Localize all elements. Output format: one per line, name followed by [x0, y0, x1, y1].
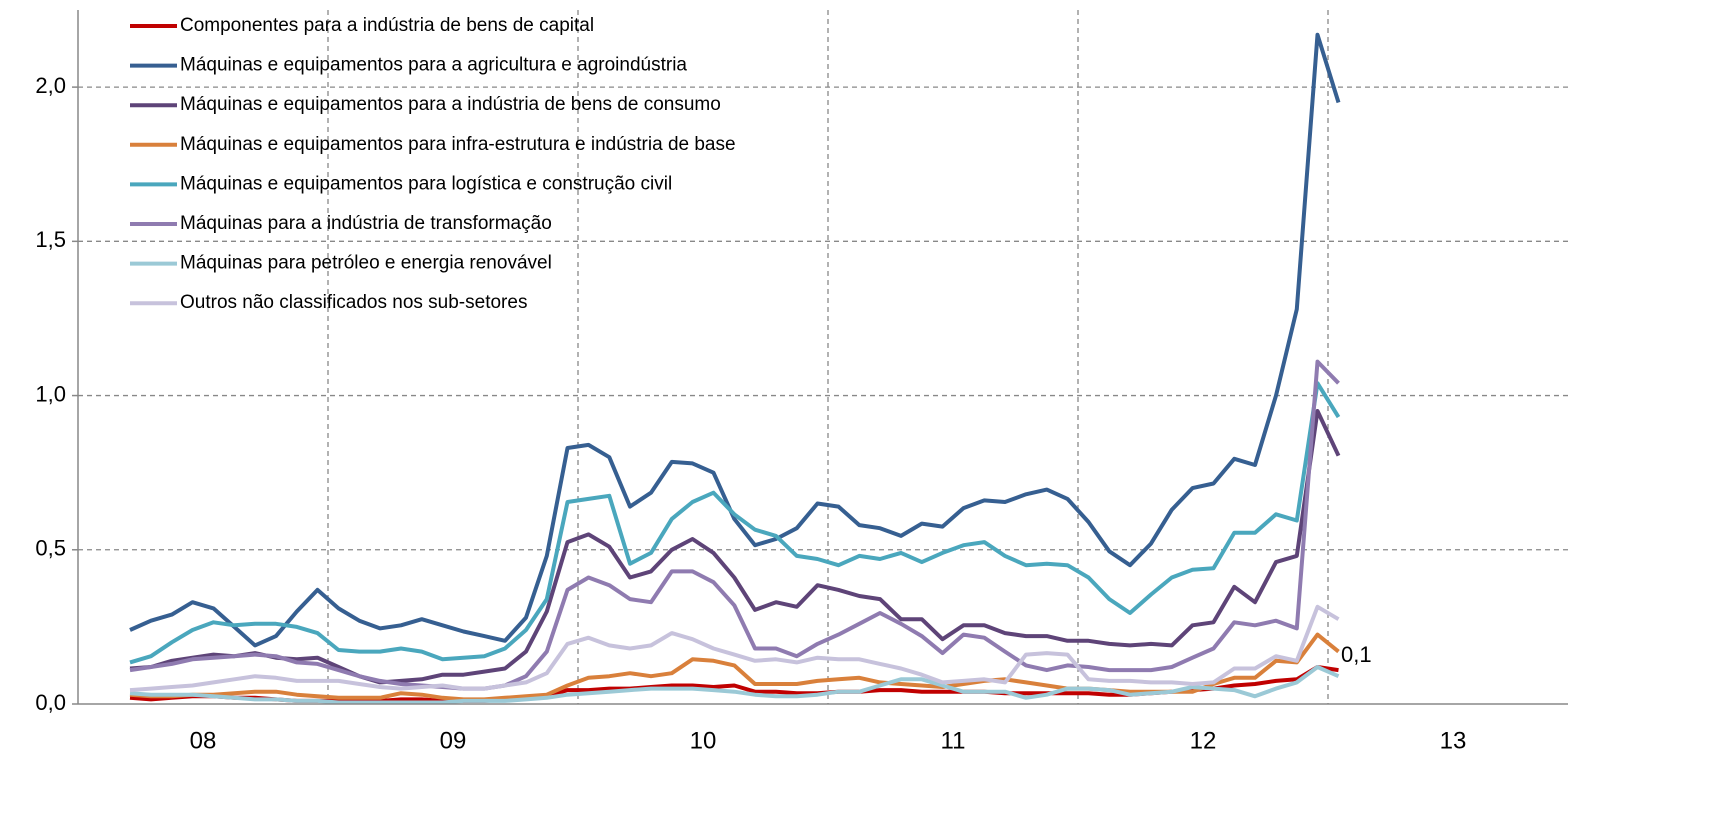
- legend-label: Componentes para a indústria de bens de …: [180, 15, 594, 36]
- legend: Componentes para a indústria de bens de …: [130, 15, 736, 313]
- annotation: 0,1: [1341, 642, 1372, 667]
- legend-label: Outros não classificados nos sub-setores: [180, 292, 527, 313]
- series-line: [129, 359, 1340, 691]
- x-tick-label: 08: [190, 727, 217, 754]
- series-line: [129, 381, 1341, 665]
- lines: [129, 32, 1341, 705]
- legend-label: Máquinas e equipamentos para a indústria…: [180, 94, 721, 115]
- x-tick-label: 09: [440, 727, 467, 754]
- y-tick-label: 0,5: [35, 536, 66, 561]
- series-line: [129, 409, 1341, 685]
- series-line: [129, 665, 1340, 705]
- legend-label: Máquinas para a indústria de transformaç…: [180, 213, 552, 234]
- legend-label: Máquinas e equipamentos para infra-estru…: [180, 134, 736, 155]
- x-tick-label: 12: [1190, 727, 1217, 754]
- y-tick-label: 1,0: [35, 381, 66, 406]
- x-tick-label: 11: [941, 727, 966, 754]
- y-tick-label: 2,0: [35, 73, 66, 98]
- y-tick-label: 1,5: [35, 227, 66, 252]
- axes: 0,0 0,5 1,0 1,5 2,0 08 09 10 11 12 13: [35, 10, 1568, 754]
- series-line: [129, 32, 1341, 648]
- legend-label: Máquinas e equipamentos para a agricultu…: [180, 55, 687, 76]
- legend-label: Máquinas e equipamentos para logística e…: [180, 173, 672, 194]
- series-line: [129, 632, 1340, 702]
- x-tick-label: 13: [1440, 727, 1467, 754]
- legend-label: Máquinas para petróleo e energia renováv…: [180, 253, 552, 274]
- series-line: [129, 604, 1340, 693]
- y-tick-label: 0,0: [35, 690, 66, 715]
- x-tick-label: 10: [690, 727, 717, 754]
